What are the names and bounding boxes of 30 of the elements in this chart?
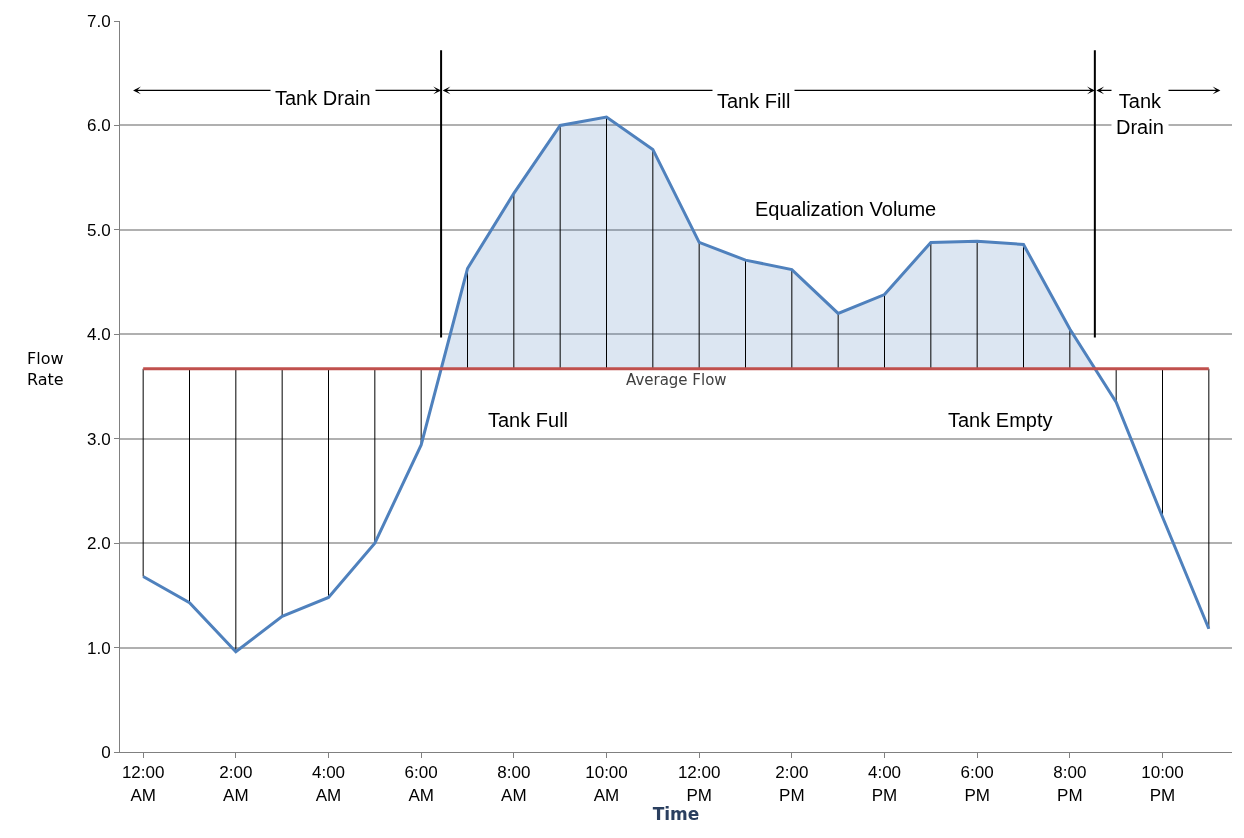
- line-series: [141, 115, 1211, 654]
- y-tick-label: 5.0: [86, 220, 111, 240]
- x-tick-label: 12:00 PM: [677, 763, 721, 805]
- y-tick-label: 0: [101, 742, 111, 762]
- x-tick-label: 8:00 AM: [497, 763, 531, 805]
- x-tick-label: 8:00 PM: [1053, 763, 1087, 805]
- x-tick-label: 12:00 AM: [121, 763, 165, 805]
- annotation: Equalization Volume: [755, 198, 937, 220]
- annotation: Tank Drain: [1116, 90, 1164, 138]
- x-tick-label: 10:00 AM: [585, 763, 628, 805]
- x-tick-label: 4:00 AM: [311, 763, 346, 805]
- annotation: Tank Empty: [948, 409, 1053, 431]
- annotation: Tank Full: [488, 409, 569, 431]
- y-tick-label: 7.0: [86, 11, 111, 31]
- y-tick-label: 1.0: [86, 638, 111, 658]
- annotation: Tank Fill: [717, 90, 791, 112]
- annotation: Tank Drain: [275, 87, 371, 109]
- x-axis-title: Time: [652, 804, 700, 825]
- x-tick-label: 6:00 AM: [404, 763, 438, 805]
- y-tick-label: 3.0: [86, 429, 111, 449]
- x-tick-label: 10:00 PM: [1141, 763, 1184, 805]
- ref-line-label: Average Flow: [626, 371, 727, 389]
- y-tick-label: 4.0: [86, 325, 111, 345]
- y-tick-label: 6.0: [86, 116, 111, 136]
- x-tick-label: 2:00 PM: [775, 763, 809, 805]
- x-tick-label: 2:00 AM: [219, 763, 253, 805]
- x-tick-label: 6:00 PM: [960, 763, 994, 805]
- x-tick-label: 4:00 PM: [867, 763, 902, 805]
- y-axis-title: Flow Rate: [27, 349, 64, 389]
- y-tick-label: 2.0: [86, 534, 111, 554]
